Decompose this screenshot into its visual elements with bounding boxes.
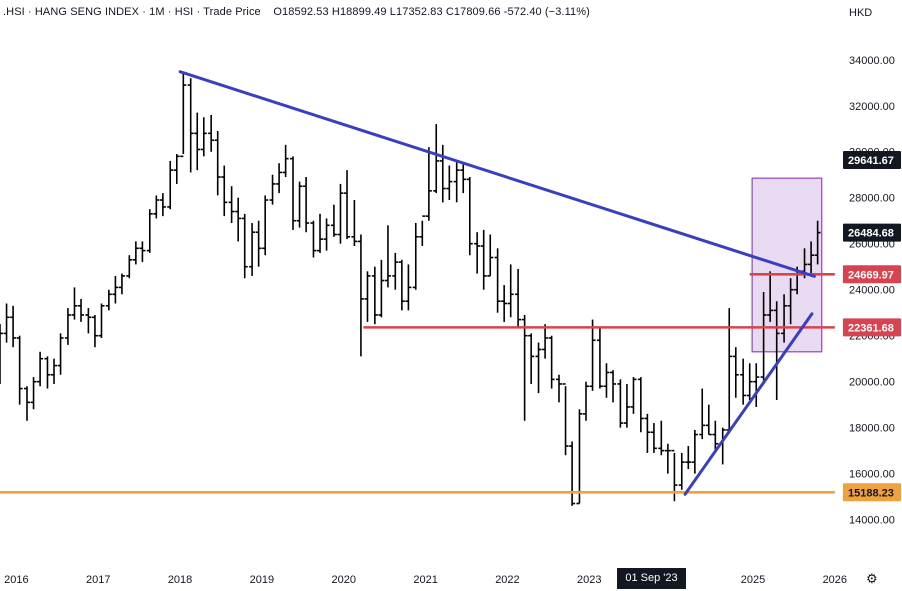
instrument-name: HANG SENG INDEX (34, 6, 140, 18)
x-tick-label: 2020 (332, 574, 356, 586)
price-tag-label: 24669.97 (848, 269, 894, 281)
price-tag-badge (843, 318, 901, 337)
price-tag-label: 22361.68 (848, 322, 894, 334)
time-axis: 2016201720182019202020212022202320242025… (4, 574, 847, 586)
trendline (683, 312, 814, 496)
price-tag-label: 26484.68 (848, 228, 894, 240)
price-tag-badge (843, 483, 901, 502)
y-tick-label: 16000.00 (849, 469, 895, 481)
exchange-label: HSI (174, 6, 194, 18)
ohlc-bars-layer (0, 71, 821, 506)
gear-icon[interactable]: ⚙ (866, 571, 878, 586)
x-tick-label: 2018 (168, 574, 192, 586)
crosshair-date-label: 01 Sep '23 (617, 568, 686, 589)
x-tick-label: 2021 (413, 574, 437, 586)
trendline (178, 70, 816, 278)
y-tick-label: 18000.00 (849, 423, 895, 435)
x-tick-label: 2019 (250, 574, 274, 586)
price-tag-badge (843, 150, 901, 169)
price-tag-label: 15188.23 (848, 487, 894, 499)
change-value: -572.40 (−3.11%) (503, 6, 590, 18)
chart-header: .HSI · HANG SENG INDEX · 1M · HSI · Trad… (3, 6, 590, 18)
interval-label[interactable]: 1M (149, 6, 165, 18)
drawings-layer (0, 70, 835, 496)
x-tick-label: 2022 (495, 574, 519, 586)
x-tick-label: 2026 (823, 574, 847, 586)
y-tick-label: 28000.00 (849, 193, 895, 205)
close-value: C17809.66 (445, 6, 501, 18)
price-tag-badge (843, 223, 901, 242)
y-tick-label: 20000.00 (849, 377, 895, 389)
symbol-label[interactable]: .HSI (3, 6, 25, 18)
x-tick-label: 2023 (577, 574, 601, 586)
x-tick-label: 2016 (4, 574, 28, 586)
y-tick-label: 24000.00 (849, 285, 895, 297)
high-value: H18899.49 (331, 6, 387, 18)
price-type-label: Trade Price (203, 6, 261, 18)
y-tick-label: 26000.00 (849, 239, 895, 251)
y-tick-label: 32000.00 (849, 101, 895, 113)
y-tick-label: 14000.00 (849, 515, 895, 527)
price-axis: 14000.0016000.0018000.0020000.0022000.00… (849, 55, 895, 527)
price-tags-layer: 29641.67 26484.68 24669.97 22361.68 15188.23 (843, 150, 901, 502)
currency-label[interactable]: HKD (849, 7, 873, 19)
price-tag-label: 29641.67 (848, 155, 894, 167)
y-tick-label: 34000.00 (849, 55, 895, 67)
price-tag-badge (843, 265, 901, 284)
low-value: L17352.83 (389, 6, 443, 18)
x-tick-label: 2017 (86, 574, 110, 586)
x-tick-label: 2025 (741, 574, 765, 586)
open-value: O18592.53 (273, 6, 329, 18)
